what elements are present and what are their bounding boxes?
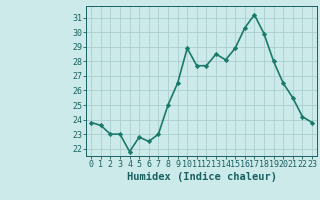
X-axis label: Humidex (Indice chaleur): Humidex (Indice chaleur) <box>127 172 276 182</box>
